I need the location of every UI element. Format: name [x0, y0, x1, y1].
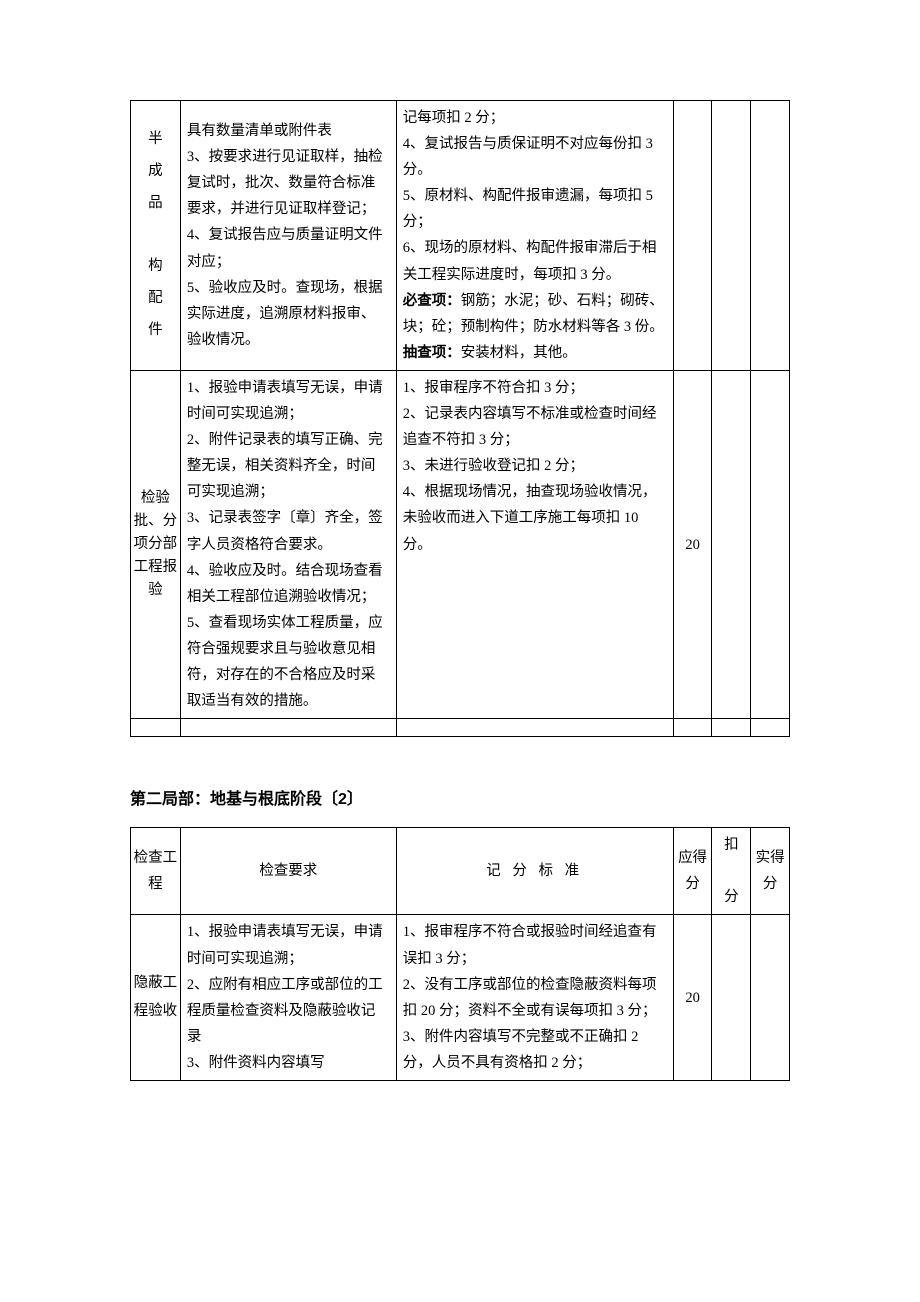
- standard-text: 1、报审程序不符合或报验时间经追查有误扣 3 分； 2、没有工序或部位的检查隐蔽…: [403, 924, 657, 1070]
- header-req-label: 检查要求: [259, 863, 317, 879]
- table-row: 半 成 品 构 配 件 具有数量清单或附件表 3、按要求进行见证取样，抽检复试时…: [131, 101, 790, 371]
- header-actual: 实得分: [751, 828, 790, 915]
- header-deduct-label: 扣 分: [724, 837, 739, 905]
- header-standard: 记 分 标 准: [396, 828, 673, 915]
- requirement-cell: 1、报验申请表填写无误，申请时间可实现追溯； 2、附件记录表的填写正确、完整无误…: [180, 370, 396, 718]
- max-score-cell: 20: [673, 370, 712, 718]
- header-item: 检查工程: [131, 828, 181, 915]
- deduct-cell: [712, 915, 751, 1081]
- item-cell: 隐蔽工程验收: [131, 915, 181, 1081]
- standard-cell: 1、报审程序不符合扣 3 分； 2、记录表内容填写不标准或检查时间经追查不符扣 …: [396, 370, 673, 718]
- item-cell: 半 成 品 构 配 件: [131, 101, 181, 371]
- standard-text: 记每项扣 2 分； 4、复试报告与质保证明不对应每份扣 3 分。 5、原材料、构…: [403, 110, 657, 283]
- inspection-table-1: 半 成 品 构 配 件 具有数量清单或附件表 3、按要求进行见证取样，抽检复试时…: [130, 100, 790, 737]
- empty-cell: [673, 719, 712, 737]
- requirement-text: 1、报验申请表填写无误，申请时间可实现追溯； 2、应附有相应工序或部位的工程质量…: [187, 924, 383, 1070]
- inspection-table-2: 检查工程 检查要求 记 分 标 准 应得分 扣 分 实得分 隐蔽工程验收: [130, 827, 790, 1081]
- header-deduct: 扣 分: [712, 828, 751, 915]
- standard-bold-text: 安装材料，其他。: [461, 345, 577, 361]
- requirement-text: 具有数量清单或附件表 3、按要求进行见证取样，抽检复试时，批次、数量符合标准要求…: [187, 123, 383, 348]
- section-title: 第二局部：地基与根底阶段〔2〕: [130, 785, 790, 809]
- header-item-label: 检查工程: [134, 850, 178, 892]
- header-std-label: 记 分 标 准: [486, 863, 583, 879]
- standard-bold-label: 抽查项：: [403, 345, 461, 361]
- standard-bold-label: 必查项：: [403, 293, 461, 309]
- deduct-cell: [712, 370, 751, 718]
- item-label: 隐蔽工程验收: [133, 970, 178, 1025]
- header-actual-label: 实得分: [756, 850, 785, 892]
- requirement-text: 1、报验申请表填写无误，申请时间可实现追溯； 2、附件记录表的填写正确、完整无误…: [187, 380, 383, 709]
- max-score: 20: [685, 537, 700, 553]
- table-row: 隐蔽工程验收 1、报验申请表填写无误，申请时间可实现追溯； 2、应附有相应工序或…: [131, 915, 790, 1081]
- standard-cell: 记每项扣 2 分； 4、复试报告与质保证明不对应每份扣 3 分。 5、原材料、构…: [396, 101, 673, 371]
- empty-cell: [712, 719, 751, 737]
- requirement-cell: 1、报验申请表填写无误，申请时间可实现追溯； 2、应附有相应工序或部位的工程质量…: [180, 915, 396, 1081]
- actual-cell: [751, 370, 790, 718]
- actual-cell: [751, 101, 790, 371]
- max-score-cell: [673, 101, 712, 371]
- standard-cell: 1、报审程序不符合或报验时间经追查有误扣 3 分； 2、没有工序或部位的检查隐蔽…: [396, 915, 673, 1081]
- empty-cell: [131, 719, 181, 737]
- requirement-cell: 具有数量清单或附件表 3、按要求进行见证取样，抽检复试时，批次、数量符合标准要求…: [180, 101, 396, 371]
- max-score: 20: [685, 990, 700, 1006]
- table-row: 检验批、分项分部工程报验 1、报验申请表填写无误，申请时间可实现追溯； 2、附件…: [131, 370, 790, 718]
- deduct-cell: [712, 101, 751, 371]
- header-max-score: 应得分: [673, 828, 712, 915]
- item-label: 检验批、分项分部工程报验: [133, 487, 178, 603]
- empty-cell: [751, 719, 790, 737]
- item-cell: 检验批、分项分部工程报验: [131, 370, 181, 718]
- empty-cell: [396, 719, 673, 737]
- header-max-label: 应得分: [678, 850, 707, 892]
- max-score-cell: 20: [673, 915, 712, 1081]
- empty-row: [131, 719, 790, 737]
- standard-text: 1、报审程序不符合扣 3 分； 2、记录表内容填写不标准或检查时间经追查不符扣 …: [403, 380, 657, 553]
- header-row: 检查工程 检查要求 记 分 标 准 应得分 扣 分 实得分: [131, 828, 790, 915]
- item-label: 半 成 品 构 配 件: [133, 124, 178, 347]
- header-requirement: 检查要求: [180, 828, 396, 915]
- empty-cell: [180, 719, 396, 737]
- actual-cell: [751, 915, 790, 1081]
